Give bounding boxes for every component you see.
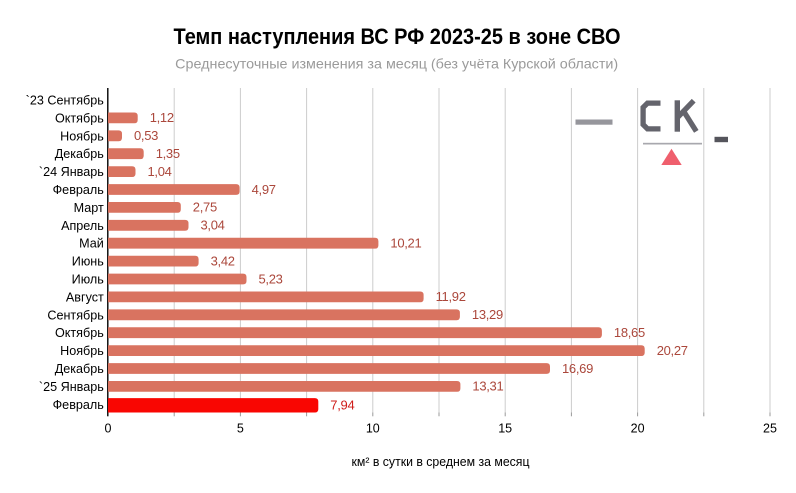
svg-text:7,94: 7,94 [330,398,354,413]
svg-text:Декабрь: Декабрь [55,147,105,161]
svg-text:Февраль: Февраль [53,183,105,197]
svg-text:Среднесуточные изменения за ме: Среднесуточные изменения за месяц (без у… [175,56,618,72]
svg-text:`25 Январь: `25 Январь [39,380,104,394]
svg-text:2,75: 2,75 [193,200,217,215]
svg-text:13,29: 13,29 [472,307,503,322]
svg-text:1,35: 1,35 [156,146,180,161]
svg-text:Ноябрь: Ноябрь [60,129,104,143]
svg-text:`24 Январь: `24 Январь [39,165,104,179]
svg-text:км² в сутки в среднем за месяц: км² в сутки в среднем за месяц [352,454,531,469]
svg-text:Темп наступления ВС РФ 2023-25: Темп наступления ВС РФ 2023-25 в зоне СВ… [174,24,621,49]
svg-text:5,23: 5,23 [259,271,283,286]
svg-text:18,65: 18,65 [614,325,645,340]
svg-text:Июнь: Июнь [72,255,104,269]
svg-text:Август: Август [66,290,104,304]
svg-text:10,21: 10,21 [390,236,421,251]
svg-text:15: 15 [498,422,512,436]
svg-text:1,12: 1,12 [150,110,174,125]
svg-text:3,42: 3,42 [211,253,235,268]
svg-text:0: 0 [105,422,112,436]
svg-text:0,53: 0,53 [134,128,158,143]
svg-text:Июль: Июль [72,273,105,287]
svg-text:Октябрь: Октябрь [55,111,104,125]
svg-text:Май: Май [79,237,104,251]
svg-text:16,69: 16,69 [562,361,593,376]
svg-text:5: 5 [237,422,244,436]
svg-text:Октябрь: Октябрь [55,326,104,340]
svg-text:20,27: 20,27 [657,343,688,358]
svg-text:Февраль: Февраль [53,398,105,412]
svg-text:20: 20 [631,422,645,436]
svg-text:11,92: 11,92 [436,289,466,304]
svg-text:13,31: 13,31 [472,379,503,394]
svg-text:Март: Март [74,201,104,215]
svg-text:Декабрь: Декабрь [55,362,105,376]
svg-text:3,04: 3,04 [201,218,225,233]
svg-text:1,04: 1,04 [148,164,172,179]
svg-text:10: 10 [366,422,380,436]
svg-text:`23 Сентябрь: `23 Сентябрь [26,94,105,108]
svg-text:Апрель: Апрель [61,219,104,233]
svg-text:4,97: 4,97 [252,182,276,197]
svg-text:25: 25 [763,422,777,436]
svg-text:Ноябрь: Ноябрь [60,344,104,358]
svg-text:Сентябрь: Сентябрь [47,308,104,322]
